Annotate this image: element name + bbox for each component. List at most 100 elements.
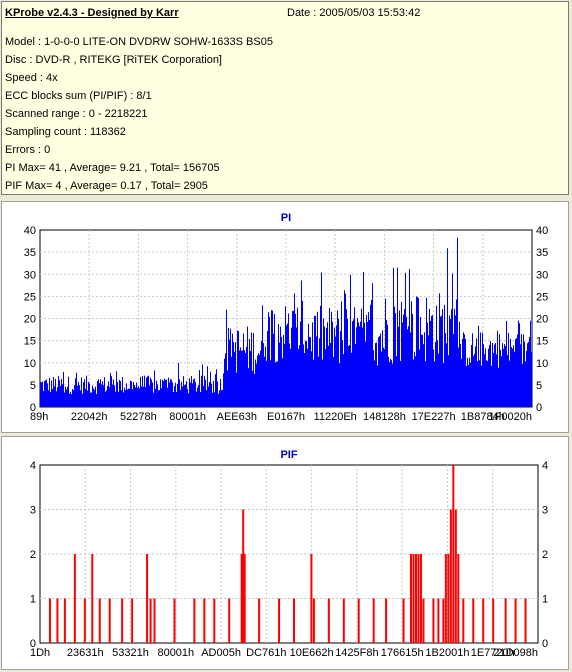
x-tick-label: DC761h xyxy=(246,647,286,659)
pif-bar xyxy=(228,598,231,643)
x-tick-label: 52278h xyxy=(120,411,157,423)
pif-bar xyxy=(203,598,206,643)
pif-bar xyxy=(432,598,435,643)
pif-bar xyxy=(437,598,440,643)
y-tick-label-left: 0 xyxy=(30,638,36,650)
y-tick-label-left: 5 xyxy=(30,380,36,392)
pif-bar xyxy=(240,554,243,643)
pif-chart-panel: PIF 0 0 1 1 2 2 3 3 4 4 1Dh 23631h 53321h 80001h AD005h… xyxy=(1,436,569,670)
y-tick-label-left: 3 xyxy=(30,505,36,517)
pif-bar xyxy=(414,554,417,643)
x-tick-label: 17E227h xyxy=(412,411,456,423)
pif-bar xyxy=(153,598,156,643)
pif-bar xyxy=(442,598,445,643)
y-tick-label-right: 5 xyxy=(536,380,542,392)
y-tick-label-left: 40 xyxy=(24,225,36,237)
y-tick-label-left: 20 xyxy=(24,314,36,326)
pif-bar xyxy=(444,554,447,643)
x-tick-label: 148128h xyxy=(363,411,406,423)
pif-bar xyxy=(514,598,517,643)
pif-bar xyxy=(524,598,527,643)
x-tick-label: 21D098h xyxy=(493,647,538,659)
y-tick-label-left: 35 xyxy=(24,247,36,259)
x-tick-label: 1B2001h xyxy=(425,647,469,659)
info-pi: PI Max= 41 , Average= 9.21 , Total= 1567… xyxy=(5,162,220,174)
pif-bar xyxy=(410,554,413,643)
pif-bar xyxy=(149,598,152,643)
x-tick-label: 10E662h xyxy=(290,647,334,659)
pif-bar xyxy=(454,509,457,643)
pif-chart: PIF 0 0 1 1 2 2 3 3 4 4 1Dh 23631h 53321h 80001h AD005h… xyxy=(30,449,548,659)
pi-chart-panel: PI 0 0 5 5 10 10 15 15 20 20 25 25 30 30 35 35 40 40 89h 220… xyxy=(1,201,569,433)
y-tick-label-right: 15 xyxy=(536,336,548,348)
pif-bar xyxy=(292,598,295,643)
y-tick-label-left: 15 xyxy=(24,336,36,348)
x-tick-label: 1425F8h xyxy=(335,647,378,659)
pif-bar xyxy=(63,598,66,643)
pif-bar xyxy=(457,554,460,643)
pif-bar xyxy=(258,598,261,643)
pif-bar xyxy=(121,598,124,643)
pif-bar xyxy=(108,598,111,643)
info-errors: Errors : 0 xyxy=(5,144,51,156)
pif-bar xyxy=(310,554,313,643)
pif-bar xyxy=(312,598,315,643)
info-ecc: ECC blocks sum (PI/PIF) : 8/1 xyxy=(5,90,152,102)
x-tick-label: 23631h xyxy=(67,647,104,659)
y-tick-label-right: 0 xyxy=(542,638,548,650)
info-disc: Disc : DVD-R , RITEKG [RiTEK Corporation… xyxy=(5,54,222,66)
pif-bar xyxy=(422,598,425,643)
x-tick-label: 80001h xyxy=(157,647,194,659)
pif-bar xyxy=(278,598,281,643)
info-range: Scanned range : 0 - 2218221 xyxy=(5,108,148,120)
y-tick-label-right: 0 xyxy=(536,402,542,414)
pif-bar xyxy=(91,554,94,643)
x-tick-label: 11220Eh xyxy=(314,411,357,423)
x-tick-label: 53321h xyxy=(112,647,149,659)
pif-bar xyxy=(452,465,455,643)
info-pif: PIF Max= 4 , Average= 0.17 , Total= 2905 xyxy=(5,180,208,192)
x-tick-label: 80001h xyxy=(169,411,206,423)
info-model: Model : 1-0-0-0 LITE-ON DVDRW SOHW-1633S… xyxy=(5,36,273,48)
pi-chart: PI 0 0 5 5 10 10 15 15 20 20 25 25 30 30 35 35 40 40 89h 220… xyxy=(24,212,549,423)
y-tick-label-right: 2 xyxy=(542,549,548,561)
chart-title: PI xyxy=(281,212,291,224)
pif-bar xyxy=(372,598,375,643)
x-tick-label: 89h xyxy=(30,411,48,423)
pif-bar xyxy=(56,598,59,643)
pif-bar xyxy=(504,598,507,643)
x-tick-label: 1Dh xyxy=(30,647,50,659)
pif-bar xyxy=(342,598,345,643)
pif-bar xyxy=(73,554,76,643)
pif-bar xyxy=(419,554,422,643)
y-tick-label-left: 30 xyxy=(24,269,36,281)
pif-bar xyxy=(48,598,51,643)
pif-bar xyxy=(385,598,388,643)
pif-bar xyxy=(449,509,452,643)
pif-bar xyxy=(146,554,149,643)
y-tick-label-right: 25 xyxy=(536,291,548,303)
y-tick-label-right: 35 xyxy=(536,247,548,259)
pif-bar xyxy=(193,598,196,643)
pif-bar xyxy=(462,598,465,643)
pif-bar xyxy=(173,598,176,643)
info-speed: Speed : 4x xyxy=(5,72,58,84)
y-tick-label-left: 10 xyxy=(24,358,36,370)
pif-bar xyxy=(472,598,475,643)
chart-title: PIF xyxy=(280,449,297,461)
info-sampling: Sampling count : 118362 xyxy=(5,126,126,138)
pif-bar xyxy=(447,554,450,643)
x-tick-label: 176615h xyxy=(381,647,424,659)
pif-bar xyxy=(213,598,216,643)
x-tick-label: AD005h xyxy=(201,647,241,659)
pif-bar xyxy=(412,554,415,643)
pif-bar xyxy=(492,598,495,643)
y-tick-label-right: 20 xyxy=(536,314,548,326)
pif-bar xyxy=(482,598,485,643)
pif-bar xyxy=(327,598,330,643)
pif-series xyxy=(48,465,527,643)
y-tick-label-right: 10 xyxy=(536,358,548,370)
pif-bar xyxy=(83,598,86,643)
x-tick-label: 1F0020h xyxy=(489,411,532,423)
scan-date: Date : 2005/05/03 15:53:42 xyxy=(287,7,421,19)
